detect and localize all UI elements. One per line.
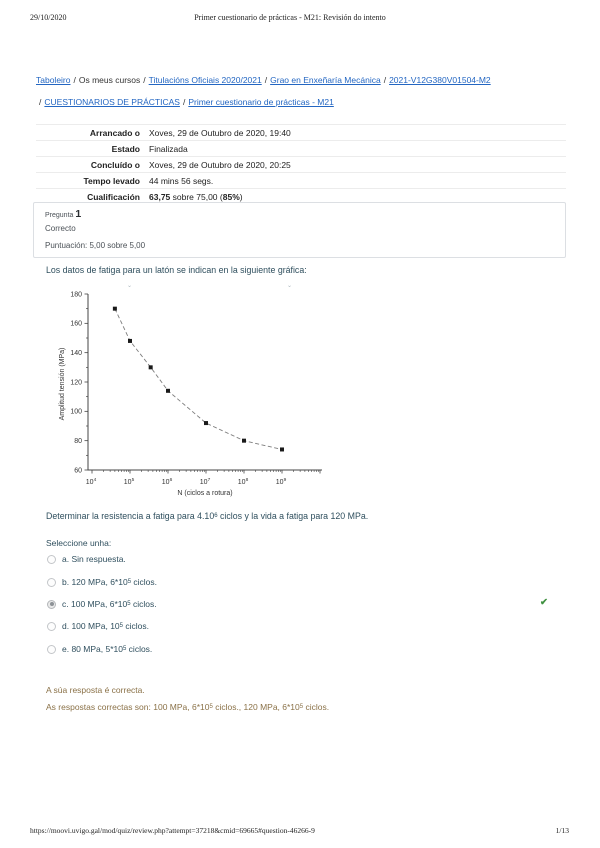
radio-button-e[interactable] (47, 644, 56, 654)
question-number: 1 (75, 208, 82, 220)
answer-option-c[interactable]: c. 100 MPa, 6*105 ciclos. ✔ (47, 597, 567, 612)
svg-text:106: 106 (162, 477, 173, 486)
summary-row-time: Tempo levado 44 mins 56 segs. (36, 172, 566, 189)
task-post: ciclos y la vida a fatiga para 120 MPa. (217, 511, 369, 521)
option-e-text: e. 80 MPa, 5*105 ciclos. (62, 644, 153, 654)
feedback-correct-text: A súa resposta é correcta. (46, 685, 145, 695)
grade-close: ) (239, 192, 243, 202)
svg-text:Amplitud tensión (MPa): Amplitud tensión (MPa) (59, 348, 66, 421)
svg-text:140: 140 (70, 350, 82, 357)
breadcrumb-link-titulacions[interactable]: Titulacións Oficiais 2020/2021 (148, 75, 262, 85)
breadcrumb-link-cuestionarios[interactable]: CUESTIONARIOS DE PRÁCTICAS (44, 97, 180, 107)
summary-label: Tempo levado (36, 172, 149, 189)
breadcrumb: Taboleiro / Os meus cursos / Titulacións Ofi… (36, 69, 568, 113)
print-footer-url: https://moovi.uvigo.gal/mod/quiz/review.… (30, 826, 315, 835)
grade-score: 63,75 (149, 192, 171, 202)
question-task-text: Determinar la resistencia a fatiga para … (46, 511, 368, 521)
attempt-summary-table: Arrancado o Xoves, 29 de Outubro de 2020… (36, 124, 566, 205)
summary-grade-value: 63,75 sobre 75,00 (85%) (149, 188, 566, 205)
svg-text:100: 100 (70, 409, 82, 416)
summary-row-completed: Concluído o Xoves, 29 de Outubro de 2020… (36, 156, 566, 173)
task-pre: Determinar la resistencia a fatiga para … (46, 511, 215, 521)
question-number-line: Pregunta 1 (45, 208, 81, 220)
print-header-title: Primer cuestionario de prácticas - M21: … (194, 13, 386, 22)
summary-value: Xoves, 29 de Outubro de 2020, 20:25 (149, 156, 566, 173)
question-points: Puntuación: 5,00 sobre 5,00 (45, 241, 146, 250)
breadcrumb-separator: / (39, 97, 42, 107)
radio-button-d[interactable] (47, 621, 56, 631)
breadcrumb-link-curso-m2[interactable]: 2021-V12G380V01504-M2 (389, 75, 491, 85)
svg-text:180: 180 (70, 291, 82, 298)
summary-row-started: Arrancado o Xoves, 29 de Outubro de 2020… (36, 124, 566, 141)
grade-mid: sobre 75,00 ( (170, 192, 223, 202)
select-one-label: Seleccione unha: (46, 538, 112, 548)
breadcrumb-text-os-meus-cursos: Os meus cursos (78, 75, 141, 85)
svg-text:107: 107 (200, 477, 211, 486)
summary-row-grade: Cualificación 63,75 sobre 75,00 (85%) (36, 188, 566, 205)
correct-check-icon: ✔ (540, 597, 548, 608)
grade-percent: 85% (222, 192, 240, 202)
radio-button-b[interactable] (47, 577, 56, 587)
summary-label: Concluído o (36, 156, 149, 173)
breadcrumb-separator: / (383, 75, 387, 85)
svg-text:N (ciclos a rotura): N (ciclos a rotura) (177, 490, 232, 497)
option-a-text: a. Sin respuesta. (62, 554, 126, 564)
svg-text:108: 108 (238, 477, 249, 486)
svg-text:109: 109 (276, 477, 287, 486)
option-b-text: b. 120 MPa, 6*105 ciclos. (62, 577, 158, 587)
answer-option-b[interactable]: b. 120 MPa, 6*105 ciclos. ✔ (47, 577, 567, 590)
option-c-text: c. 100 MPa, 6*105 ciclos. (62, 599, 157, 609)
print-header-date: 29/10/2020 (30, 13, 67, 22)
svg-text:160: 160 (70, 321, 82, 328)
summary-value: Finalizada (149, 140, 566, 157)
summary-value: Xoves, 29 de Outubro de 2020, 19:40 (149, 124, 566, 141)
answer-option-e[interactable]: e. 80 MPa, 5*105 ciclos. ✔ (47, 644, 567, 657)
svg-text:120: 120 (70, 379, 82, 386)
question-intro-text: Los datos de fatiga para un latón se ind… (46, 265, 307, 275)
svg-text:104: 104 (86, 477, 97, 486)
radio-button-a[interactable] (47, 554, 56, 564)
summary-row-state: Estado Finalizada (36, 140, 566, 157)
svg-text:60: 60 (74, 467, 82, 474)
breadcrumb-link-grao-mecanica[interactable]: Grao en Enxeñaría Mecánica (270, 75, 381, 85)
svg-text:105: 105 (124, 477, 135, 486)
summary-label: Estado (36, 140, 149, 157)
breadcrumb-separator: / (73, 75, 76, 85)
radio-button-c[interactable] (47, 599, 56, 609)
task-sup: 6 (214, 512, 218, 519)
svg-text:80: 80 (74, 438, 82, 445)
option-d-text: d. 100 MPa, 105 ciclos. (62, 621, 149, 631)
question-state: Correcto (45, 224, 76, 233)
fatigue-sn-chart: 60 80 100 120 140 160 180 104 105 106 107 108 109 N (… (59, 291, 322, 497)
question-info-box: Pregunta 1 Correcto Puntuación: 5,00 sobr… (33, 202, 566, 258)
breadcrumb-link-cuestionario-m21[interactable]: Primer cuestionario de prácticas - M21 (188, 97, 334, 107)
summary-value: 44 mins 56 segs. (149, 172, 566, 189)
breadcrumb-separator: / (182, 97, 186, 107)
breadcrumb-link-taboleiro[interactable]: Taboleiro (36, 75, 71, 85)
answer-option-a[interactable]: a. Sin respuesta. ✔ (47, 554, 567, 567)
cropped-image-artifact: ⌄ (287, 283, 293, 289)
breadcrumb-separator: / (143, 75, 146, 85)
question-label: Pregunta (45, 212, 74, 219)
print-footer-page-number: 1/13 (555, 826, 569, 835)
cropped-image-artifact: ⌄ (127, 283, 133, 289)
summary-label: Arrancado o (36, 124, 149, 141)
feedback-answer-text: As respostas correctas son: 100 MPa, 6*1… (46, 702, 330, 712)
answer-option-d[interactable]: d. 100 MPa, 105 ciclos. ✔ (47, 621, 567, 634)
breadcrumb-separator: / (264, 75, 268, 85)
